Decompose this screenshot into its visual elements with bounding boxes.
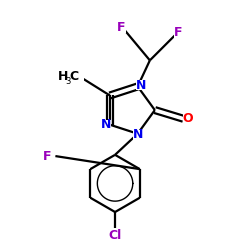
Text: Cl: Cl <box>108 229 122 242</box>
FancyBboxPatch shape <box>117 23 126 33</box>
Text: F: F <box>174 26 183 39</box>
FancyBboxPatch shape <box>62 71 84 83</box>
FancyBboxPatch shape <box>42 151 52 161</box>
FancyBboxPatch shape <box>174 28 183 38</box>
Text: N: N <box>101 118 111 131</box>
FancyBboxPatch shape <box>108 231 122 240</box>
FancyBboxPatch shape <box>134 130 143 140</box>
Text: O: O <box>182 112 193 125</box>
Text: H: H <box>58 70 68 83</box>
Text: 3: 3 <box>65 77 70 86</box>
FancyBboxPatch shape <box>183 114 193 124</box>
FancyBboxPatch shape <box>101 120 111 130</box>
Text: N: N <box>133 128 143 141</box>
FancyBboxPatch shape <box>136 80 145 90</box>
Text: C: C <box>69 70 78 83</box>
Text: F: F <box>117 21 126 34</box>
Text: F: F <box>43 150 52 162</box>
Text: N: N <box>136 79 146 92</box>
